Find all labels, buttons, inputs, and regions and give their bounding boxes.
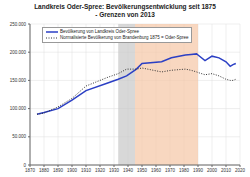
- svg-text:1960: 1960: [151, 168, 162, 173]
- svg-text:2020: 2020: [235, 168, 242, 173]
- svg-text:2000: 2000: [207, 168, 218, 173]
- svg-text:1920: 1920: [95, 168, 106, 173]
- svg-text:200.000: 200.000: [10, 50, 27, 55]
- svg-text:250.000: 250.000: [10, 22, 27, 27]
- html-text:Normalisierte Bevölkerung von: Normalisierte Bevölkerung von Brandenbur…: [60, 35, 189, 40]
- svg-text:0: 0: [23, 163, 26, 168]
- svg-text:1940: 1940: [123, 168, 134, 173]
- html-text:- Grenzen von 2013: - Grenzen von 2013: [95, 11, 155, 18]
- svg-text:1950: 1950: [137, 168, 148, 173]
- svg-text:1930: 1930: [109, 168, 120, 173]
- svg-text:1900: 1900: [67, 168, 78, 173]
- svg-text:1980: 1980: [179, 168, 190, 173]
- svg-text:100.000: 100.000: [10, 106, 27, 111]
- html-text:Bevölkerung von Landkreis Oder: Bevölkerung von Landkreis Oder-Spree: [60, 29, 139, 34]
- svg-text:1970: 1970: [165, 168, 176, 173]
- svg-text:50.000: 50.000: [12, 134, 26, 139]
- html-text:Landkreis Oder-Spree: Bevölker: Landkreis Oder-Spree: Bevölkerungsentwic…: [34, 3, 216, 10]
- svg-text:2010: 2010: [221, 168, 232, 173]
- svg-text:1870: 1870: [25, 168, 36, 173]
- svg-text:1890: 1890: [53, 168, 64, 173]
- svg-text:1880: 1880: [39, 168, 50, 173]
- svg-text:150.000: 150.000: [10, 78, 27, 83]
- svg-text:1910: 1910: [81, 168, 92, 173]
- svg-text:1990: 1990: [193, 168, 204, 173]
